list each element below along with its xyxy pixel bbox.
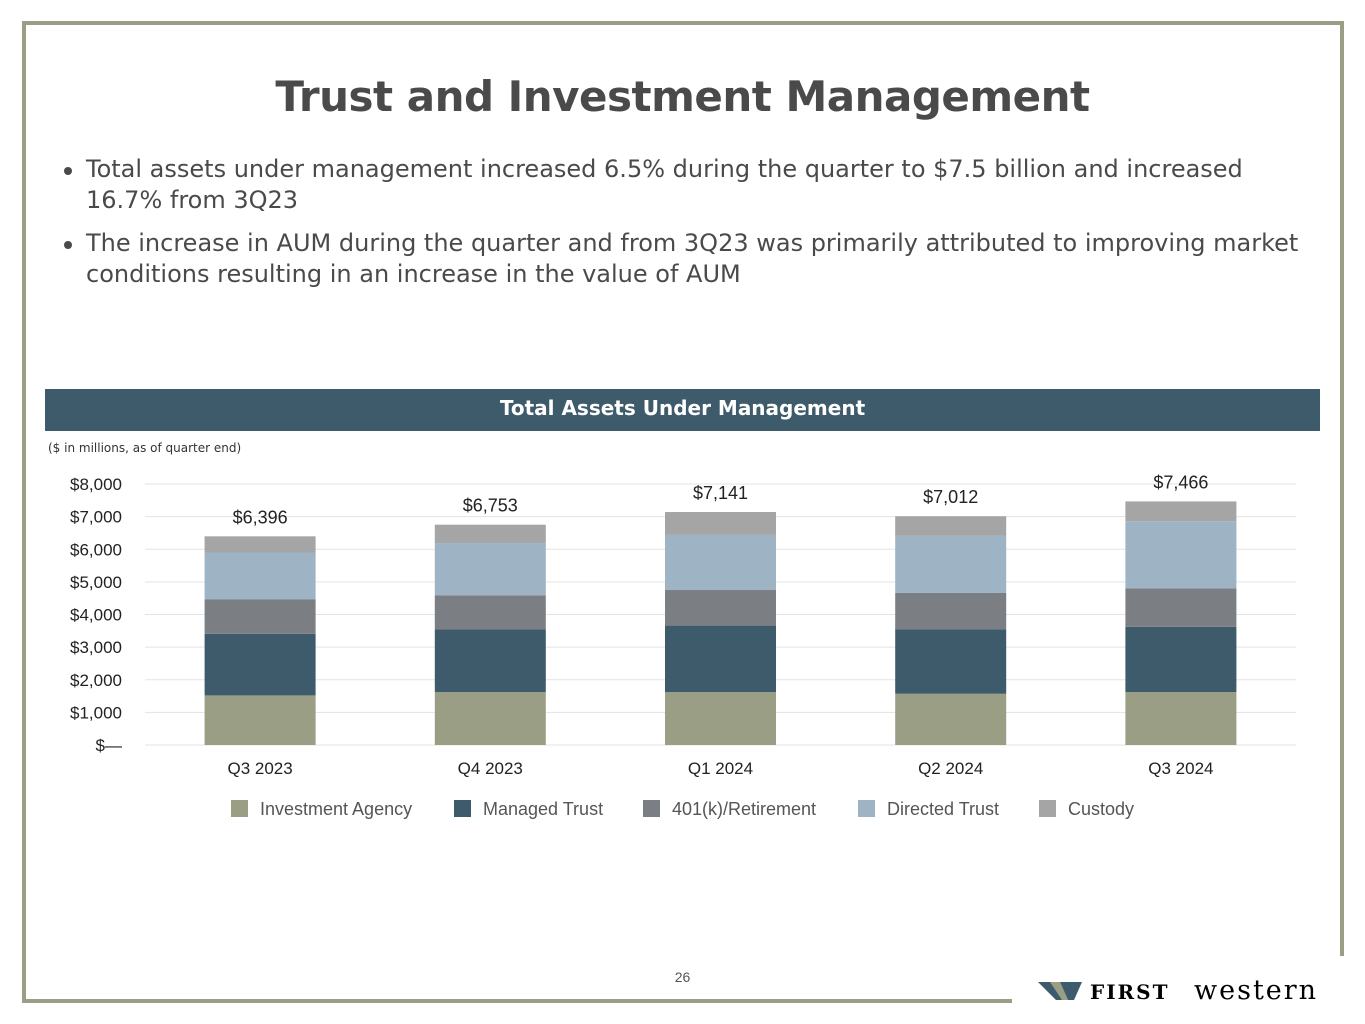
bar-segment <box>665 692 776 745</box>
y-tick-label: $— <box>96 736 122 755</box>
bar-segment <box>204 552 316 600</box>
bar-segment <box>434 692 546 745</box>
bar-segment <box>895 693 1007 745</box>
chart-header: Total Assets Under Management <box>45 389 1320 431</box>
bullet-list: Total assets under management increased … <box>60 154 1300 302</box>
bar-segment <box>434 543 546 596</box>
frame-bottom-border <box>22 999 1012 1003</box>
y-tick-label: $4,000 <box>70 606 122 625</box>
bar-segment <box>665 590 776 626</box>
bullet-item: Total assets under management increased … <box>60 154 1300 216</box>
bar-segment <box>895 592 1007 630</box>
bar-segment <box>204 536 316 553</box>
legend-swatch <box>231 800 248 817</box>
frame-left-border <box>22 21 26 1003</box>
y-tick-label: $7,000 <box>70 508 122 527</box>
bar-segment <box>204 695 316 745</box>
x-tick-label: Q3 2023 <box>227 759 292 778</box>
logo-first-text: FIRST <box>1090 980 1170 1004</box>
y-tick-label: $5,000 <box>70 573 122 592</box>
y-tick-label: $8,000 <box>70 475 122 494</box>
bar-total-label: $6,396 <box>233 507 288 527</box>
bullet-item: The increase in AUM during the quarter a… <box>60 228 1300 290</box>
logo-mark-icon <box>1038 982 1082 1000</box>
bar-total-label: $7,012 <box>923 487 978 507</box>
legend-swatch <box>858 800 875 817</box>
bar-segment <box>665 512 776 535</box>
frame-right-border <box>1340 21 1344 956</box>
bar-segment <box>204 599 316 634</box>
bar-segment <box>204 633 316 696</box>
legend-label: Custody <box>1068 799 1134 819</box>
bar-segment <box>1125 501 1237 522</box>
bar-segment <box>1125 692 1237 745</box>
bar-segment <box>1125 626 1237 693</box>
legend-swatch <box>643 800 660 817</box>
legend-label: Managed Trust <box>483 799 603 819</box>
chart-units-note: ($ in millions, as of quarter end) <box>48 441 242 455</box>
x-tick-label: Q1 2024 <box>688 759 753 778</box>
legend-swatch <box>1039 800 1056 817</box>
bar-total-label: $7,466 <box>1153 472 1208 492</box>
bar-segment <box>1125 588 1237 627</box>
first-western-logo: FIRST western <box>1036 974 1346 1008</box>
legend-label: 401(k)/Retirement <box>672 799 816 819</box>
bar-total-label: $6,753 <box>463 496 518 516</box>
x-tick-label: Q2 2024 <box>918 759 983 778</box>
bar-segment <box>895 629 1007 694</box>
bar-segment <box>434 629 546 693</box>
bar-segment <box>665 534 776 591</box>
legend-swatch <box>454 800 471 817</box>
bar-segment <box>895 535 1007 593</box>
y-tick-label: $1,000 <box>70 703 122 722</box>
y-tick-label: $2,000 <box>70 671 122 690</box>
frame-top-border <box>22 21 1344 25</box>
y-tick-label: $6,000 <box>70 540 122 559</box>
bar-segment <box>895 516 1007 536</box>
legend-label: Directed Trust <box>887 799 999 819</box>
logo-western-text: western <box>1194 975 1318 1006</box>
bar-segment <box>1125 521 1237 589</box>
x-tick-label: Q3 2024 <box>1148 759 1213 778</box>
y-tick-label: $3,000 <box>70 638 122 657</box>
x-tick-label: Q4 2023 <box>458 759 523 778</box>
bar-segment <box>434 524 546 544</box>
aum-stacked-bar-chart: $— $1,000 $2,000 $3,000 $4,000 $5,000 $6,000 $7… <box>70 472 1296 819</box>
page-number: 26 <box>674 969 691 985</box>
slide-title: Trust and Investment Management <box>275 72 1090 121</box>
legend-label: Investment Agency <box>260 799 412 819</box>
bar-segment <box>665 625 776 693</box>
bar-segment <box>434 595 546 630</box>
bar-total-label: $7,141 <box>693 483 748 503</box>
